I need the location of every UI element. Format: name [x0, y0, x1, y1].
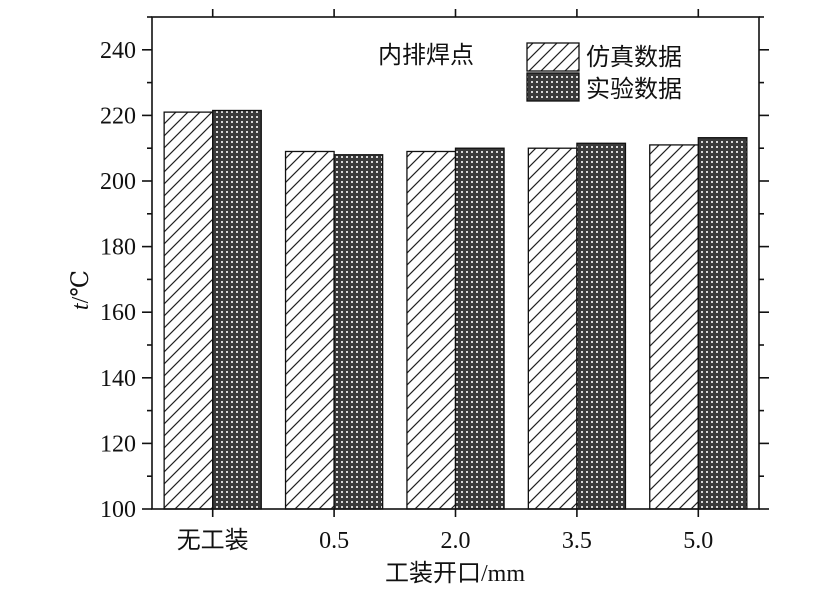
x-tick-label: 5.0: [683, 528, 713, 554]
bar-experiment: [212, 109, 262, 510]
y-axis-title-unit: /℃: [68, 270, 94, 304]
bar-experiment: [576, 142, 627, 510]
y-axis-ticks: 100 120 140 160 180 200 220 240: [100, 16, 769, 523]
y-tick-label: 120: [100, 431, 136, 457]
y-axis-title-var: t: [68, 302, 94, 310]
bars: [163, 109, 748, 510]
x-tick-label: 0.5: [319, 528, 349, 554]
bar-experiment: [454, 147, 505, 510]
y-tick-label: 240: [100, 38, 136, 64]
legend-swatch-sim: [526, 42, 580, 72]
bar-experiment: [697, 137, 748, 510]
bar-simulation: [163, 111, 214, 510]
x-tick-label: 2.0: [441, 528, 471, 554]
bar-simulation: [406, 150, 457, 510]
annotation-label: 内排焊点: [378, 41, 474, 69]
x-tick-label: 3.5: [562, 528, 592, 554]
bar-simulation: [284, 150, 335, 510]
legend-label-sim: 仿真数据: [586, 43, 682, 71]
bar-simulation: [527, 147, 578, 510]
legend-label-exp: 实验数据: [586, 75, 682, 103]
x-axis-title-cjk: 工装开口: [385, 559, 481, 587]
y-tick-label: 220: [100, 103, 136, 129]
y-tick-label: 100: [100, 497, 136, 523]
x-axis-title-unit: /mm: [481, 561, 525, 587]
y-tick-label: 180: [100, 235, 136, 261]
bar-simulation: [649, 144, 699, 510]
bar-experiment: [333, 154, 384, 510]
legend-swatch-exp: [526, 72, 580, 102]
x-tick-label: 无工装: [177, 526, 249, 554]
x-axis-title: 工装开口/mm: [385, 559, 525, 587]
legend: 仿真数据 实验数据: [526, 42, 682, 103]
y-axis-title: t/℃: [68, 270, 94, 310]
x-axis-ticks: 无工装 0.5 2.0 3.5 5.0: [177, 9, 713, 554]
y-tick-label: 160: [100, 300, 136, 326]
y-tick-label: 140: [100, 366, 136, 392]
y-tick-label: 200: [100, 169, 136, 195]
